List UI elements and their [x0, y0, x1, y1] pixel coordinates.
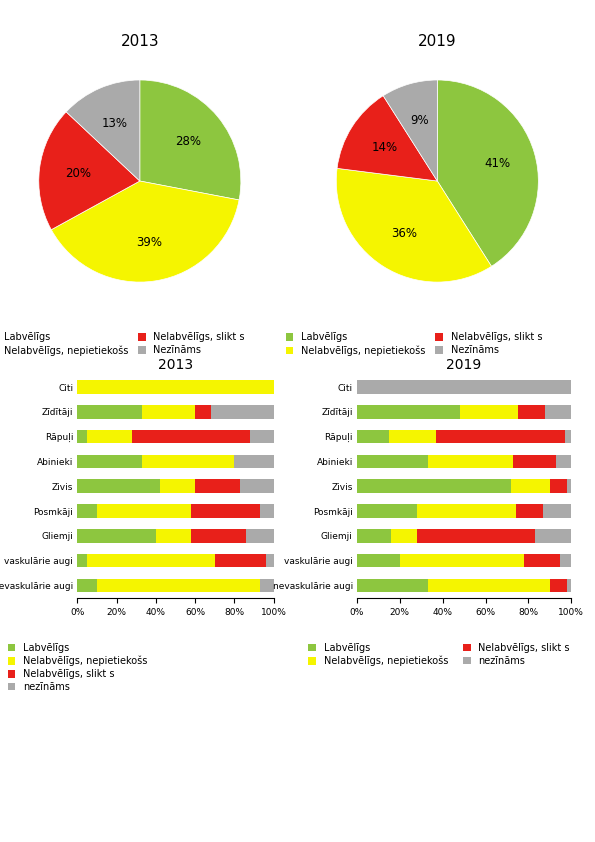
Text: 13%: 13%: [102, 117, 128, 130]
Bar: [556, 455, 571, 468]
Bar: [250, 430, 274, 444]
Bar: [515, 504, 543, 518]
Bar: [400, 554, 524, 568]
Wedge shape: [66, 80, 140, 181]
Legend: Labvēlīgs, Nelabvēlīgs, nepietiekošs, Nelabvēlīgs, slikt s, nezīnāms: Labvēlīgs, Nelabvēlīgs, nepietiekošs, Ne…: [8, 642, 148, 692]
Wedge shape: [51, 181, 239, 282]
Legend: Labvēlīgs, Nelabvēlīgs, nepietiekošs, Nelabvēlīgs, slikt s, Nezīnāms: Labvēlīgs, Nelabvēlīgs, nepietiekošs, Ne…: [286, 333, 542, 356]
Bar: [543, 504, 571, 518]
Bar: [77, 504, 97, 518]
Bar: [417, 504, 515, 518]
Title: 2013: 2013: [158, 358, 193, 372]
Bar: [392, 529, 417, 542]
Bar: [234, 455, 274, 468]
Bar: [357, 529, 392, 542]
Bar: [160, 479, 195, 493]
Text: 20%: 20%: [65, 167, 90, 179]
Text: 9%: 9%: [411, 115, 429, 127]
Bar: [567, 479, 571, 493]
Bar: [357, 381, 571, 394]
Bar: [266, 554, 274, 568]
Bar: [77, 578, 97, 592]
Text: 28%: 28%: [175, 135, 201, 147]
Bar: [357, 430, 389, 444]
Bar: [417, 529, 535, 542]
Bar: [357, 504, 417, 518]
Bar: [546, 405, 571, 418]
Bar: [357, 455, 428, 468]
Bar: [195, 479, 240, 493]
Bar: [428, 578, 550, 592]
Bar: [215, 554, 266, 568]
Title: 2019: 2019: [446, 358, 482, 372]
Bar: [211, 405, 274, 418]
Bar: [560, 554, 571, 568]
Wedge shape: [337, 96, 437, 181]
Bar: [77, 455, 142, 468]
Bar: [565, 430, 571, 444]
Wedge shape: [336, 168, 491, 282]
Bar: [191, 529, 246, 542]
Bar: [460, 405, 518, 418]
Bar: [428, 455, 513, 468]
Bar: [260, 578, 274, 592]
Bar: [357, 405, 460, 418]
Wedge shape: [437, 80, 538, 266]
Text: 41%: 41%: [484, 157, 511, 170]
Bar: [246, 529, 274, 542]
Title: 2019: 2019: [418, 35, 456, 50]
Bar: [240, 479, 274, 493]
Bar: [357, 578, 428, 592]
Bar: [77, 405, 142, 418]
Bar: [550, 479, 567, 493]
Title: 2013: 2013: [121, 35, 159, 50]
Bar: [77, 381, 274, 394]
Bar: [142, 405, 195, 418]
Bar: [357, 554, 400, 568]
Bar: [513, 455, 556, 468]
Wedge shape: [383, 80, 437, 181]
Bar: [77, 554, 87, 568]
Bar: [156, 529, 191, 542]
Bar: [389, 430, 436, 444]
Bar: [87, 554, 215, 568]
Legend: Labvēlīgs, Nelabvēlīgs, nepietiekošs, Nelabvēlīgs, slikt s, nezīnāms: Labvēlīgs, Nelabvēlīgs, nepietiekošs, Ne…: [308, 642, 570, 666]
Bar: [511, 479, 550, 493]
Bar: [97, 504, 191, 518]
Bar: [518, 405, 546, 418]
Bar: [535, 529, 571, 542]
Bar: [436, 430, 565, 444]
Legend: Labvēlīgs, Nelabvēlīgs, nepietiekošs, Nelabvēlīgs, slikt s, Nezīnāms: Labvēlīgs, Nelabvēlīgs, nepietiekošs, Ne…: [0, 333, 245, 356]
Text: 14%: 14%: [371, 141, 397, 154]
Bar: [77, 430, 87, 444]
Bar: [132, 430, 250, 444]
Bar: [195, 405, 211, 418]
Bar: [77, 479, 160, 493]
Bar: [191, 504, 260, 518]
Bar: [87, 430, 132, 444]
Bar: [260, 504, 274, 518]
Wedge shape: [140, 80, 241, 200]
Bar: [142, 455, 234, 468]
Bar: [97, 578, 260, 592]
Text: 36%: 36%: [391, 227, 416, 241]
Bar: [567, 578, 571, 592]
Bar: [524, 554, 560, 568]
Bar: [357, 479, 511, 493]
Bar: [550, 578, 567, 592]
Wedge shape: [39, 112, 140, 230]
Bar: [77, 529, 156, 542]
Text: 39%: 39%: [137, 237, 162, 249]
